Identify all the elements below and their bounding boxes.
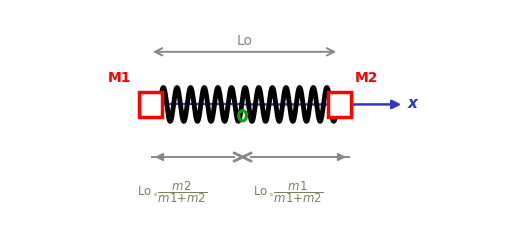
Bar (139, 92, 162, 117)
Text: $\mathrm{Lo}_\circ\!\dfrac{m1}{m1{+}m2}$: $\mathrm{Lo}_\circ\!\dfrac{m1}{m1{+}m2}$ (253, 180, 323, 205)
Text: M1: M1 (107, 71, 131, 85)
Text: Lo: Lo (237, 34, 252, 48)
Text: x: x (408, 96, 418, 111)
Text: M2: M2 (355, 71, 378, 85)
Text: $\mathrm{Lo}_\circ\!\dfrac{m2}{m1{+}m2}$: $\mathrm{Lo}_\circ\!\dfrac{m2}{m1{+}m2}$ (137, 180, 207, 205)
Bar (328, 92, 351, 117)
